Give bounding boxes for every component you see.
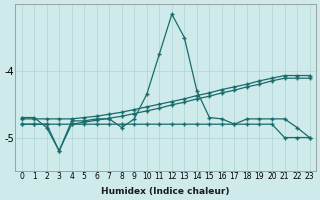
X-axis label: Humidex (Indice chaleur): Humidex (Indice chaleur) bbox=[101, 187, 230, 196]
